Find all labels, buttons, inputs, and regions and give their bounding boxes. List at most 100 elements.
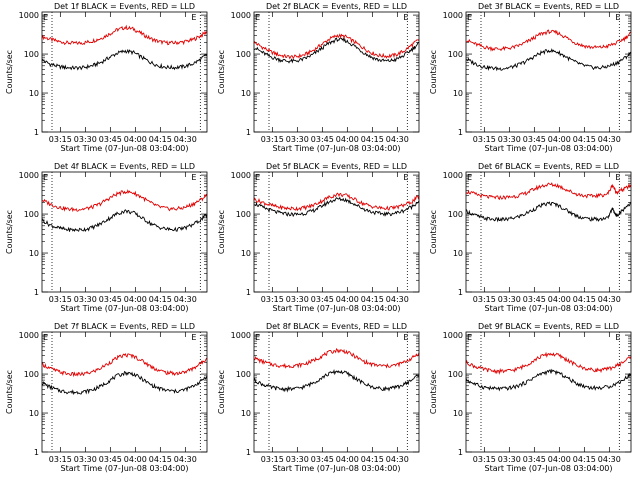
plot-frame <box>465 331 632 453</box>
x-tick-label: 03:15 <box>49 135 72 144</box>
edge-marker-label: E <box>255 333 260 342</box>
x-tick-label: 04:15 <box>361 135 384 144</box>
chart-panel-7: Det 7f BLACK = Events, RED = LLD 1 10 100 10… <box>5 322 208 473</box>
x-tick-label: 03:15 <box>473 455 496 464</box>
x-tick-label: 04:30 <box>386 455 409 464</box>
x-tick-label: 04:15 <box>573 295 596 304</box>
y-tick-label: 1 <box>34 288 39 297</box>
chart-panel-8: Det 8f BLACK = Events, RED = LLD 1 10 100 10… <box>217 322 420 473</box>
y-tick-label: 10 <box>29 89 39 98</box>
x-tick-label: 03:30 <box>74 455 97 464</box>
y-tick-label: 100 <box>24 50 39 59</box>
x-axis-label: Start Time (07-Jun-08 03:04:00) <box>61 304 189 313</box>
edge-marker-label: E <box>615 173 620 182</box>
series-line-lld <box>465 182 632 201</box>
x-tick-label: 03:15 <box>261 295 284 304</box>
y-axis-label: Counts/sec <box>5 370 14 414</box>
chart-panel-4: Det 4f BLACK = Events, RED = LLD 1 10 100 10… <box>5 162 208 313</box>
series-line-lld <box>253 192 420 212</box>
x-tick-label: 03:15 <box>49 455 72 464</box>
plot-frame <box>253 171 420 293</box>
y-tick-label: 10 <box>241 89 251 98</box>
series-line-events <box>41 370 208 395</box>
y-axis-label: Counts/sec <box>429 370 438 414</box>
y-axis-label: Counts/sec <box>5 50 14 94</box>
chart-title: Det 2f BLACK = Events, RED = LLD <box>266 2 407 11</box>
edge-marker-label: E <box>191 13 196 22</box>
edge-marker-label: E <box>403 333 408 342</box>
chart-title: Det 3f BLACK = Events, RED = LLD <box>478 2 619 11</box>
x-tick-label: 04:00 <box>548 135 571 144</box>
edge-marker-label: E <box>615 333 620 342</box>
x-tick-label: 04:00 <box>336 295 359 304</box>
x-tick-label: 04:30 <box>598 295 621 304</box>
y-tick-label: 1000 <box>443 171 463 180</box>
x-tick-label: 03:45 <box>99 295 122 304</box>
x-tick-label: 04:00 <box>124 135 147 144</box>
x-axis-label: Start Time (07-Jun-08 03:04:00) <box>485 464 613 473</box>
y-axis-label: Counts/sec <box>217 210 226 254</box>
x-tick-label: 03:45 <box>311 295 334 304</box>
x-tick-label: 04:30 <box>386 135 409 144</box>
x-tick-label: 04:30 <box>386 295 409 304</box>
x-tick-label: 04:15 <box>149 295 172 304</box>
y-axis-label: Counts/sec <box>429 210 438 254</box>
chart-panel-1: Det 1f BLACK = Events, RED = LLD 1 10 100 10… <box>5 2 208 153</box>
x-tick-label: 04:15 <box>573 135 596 144</box>
y-tick-label: 10 <box>453 409 463 418</box>
edge-marker-label: E <box>403 13 408 22</box>
plot-frame <box>41 11 208 133</box>
series-line-lld <box>253 348 420 369</box>
x-tick-label: 03:45 <box>523 455 546 464</box>
x-axis-label: Start Time (07-Jun-08 03:04:00) <box>485 304 613 313</box>
y-tick-label: 1000 <box>19 11 39 20</box>
chart-title: Det 8f BLACK = Events, RED = LLD <box>266 322 407 331</box>
x-tick-label: 03:30 <box>498 295 521 304</box>
series-line-lld <box>41 189 208 213</box>
x-tick-label: 04:15 <box>149 455 172 464</box>
y-tick-label: 100 <box>448 370 463 379</box>
chart-title: Det 6f BLACK = Events, RED = LLD <box>478 162 619 171</box>
series-line-events <box>465 368 632 392</box>
y-tick-label: 10 <box>241 249 251 258</box>
x-tick-label: 04:00 <box>548 295 571 304</box>
x-tick-label: 04:15 <box>573 455 596 464</box>
y-tick-label: 1 <box>458 448 463 457</box>
x-tick-label: 03:15 <box>261 135 284 144</box>
y-tick-label: 1 <box>34 128 39 137</box>
x-tick-label: 03:15 <box>261 455 284 464</box>
y-tick-label: 100 <box>448 50 463 59</box>
x-tick-label: 03:45 <box>523 295 546 304</box>
y-tick-label: 1000 <box>231 171 251 180</box>
y-tick-label: 10 <box>29 249 39 258</box>
y-tick-label: 10 <box>29 409 39 418</box>
series-line-events <box>465 48 632 72</box>
y-tick-label: 100 <box>24 370 39 379</box>
chart-title: Det 5f BLACK = Events, RED = LLD <box>266 162 407 171</box>
x-axis-label: Start Time (07-Jun-08 03:04:00) <box>273 144 401 153</box>
y-tick-label: 10 <box>453 89 463 98</box>
x-tick-label: 03:45 <box>523 135 546 144</box>
chart-title: Det 9f BLACK = Events, RED = LLD <box>478 322 619 331</box>
y-tick-label: 1 <box>246 128 251 137</box>
y-axis-label: Counts/sec <box>217 50 226 94</box>
edge-marker-label: E <box>467 333 472 342</box>
x-tick-label: 04:00 <box>336 135 359 144</box>
edge-marker-label: E <box>615 13 620 22</box>
edge-marker-label: E <box>403 173 408 182</box>
x-tick-label: 03:15 <box>49 295 72 304</box>
edge-marker-label: E <box>43 333 48 342</box>
x-tick-label: 04:00 <box>336 455 359 464</box>
x-axis-label: Start Time (07-Jun-08 03:04:00) <box>61 144 189 153</box>
chart-title: Det 1f BLACK = Events, RED = LLD <box>54 2 195 11</box>
y-tick-label: 1000 <box>231 331 251 340</box>
x-tick-label: 04:30 <box>598 135 621 144</box>
x-axis-label: Start Time (07-Jun-08 03:04:00) <box>273 304 401 313</box>
edge-marker-label: E <box>43 13 48 22</box>
y-axis-label: Counts/sec <box>429 50 438 94</box>
series-line-events <box>465 201 632 223</box>
y-tick-label: 100 <box>236 50 251 59</box>
x-tick-label: 04:15 <box>361 455 384 464</box>
y-tick-label: 1000 <box>231 11 251 20</box>
edge-marker-label: E <box>191 333 196 342</box>
